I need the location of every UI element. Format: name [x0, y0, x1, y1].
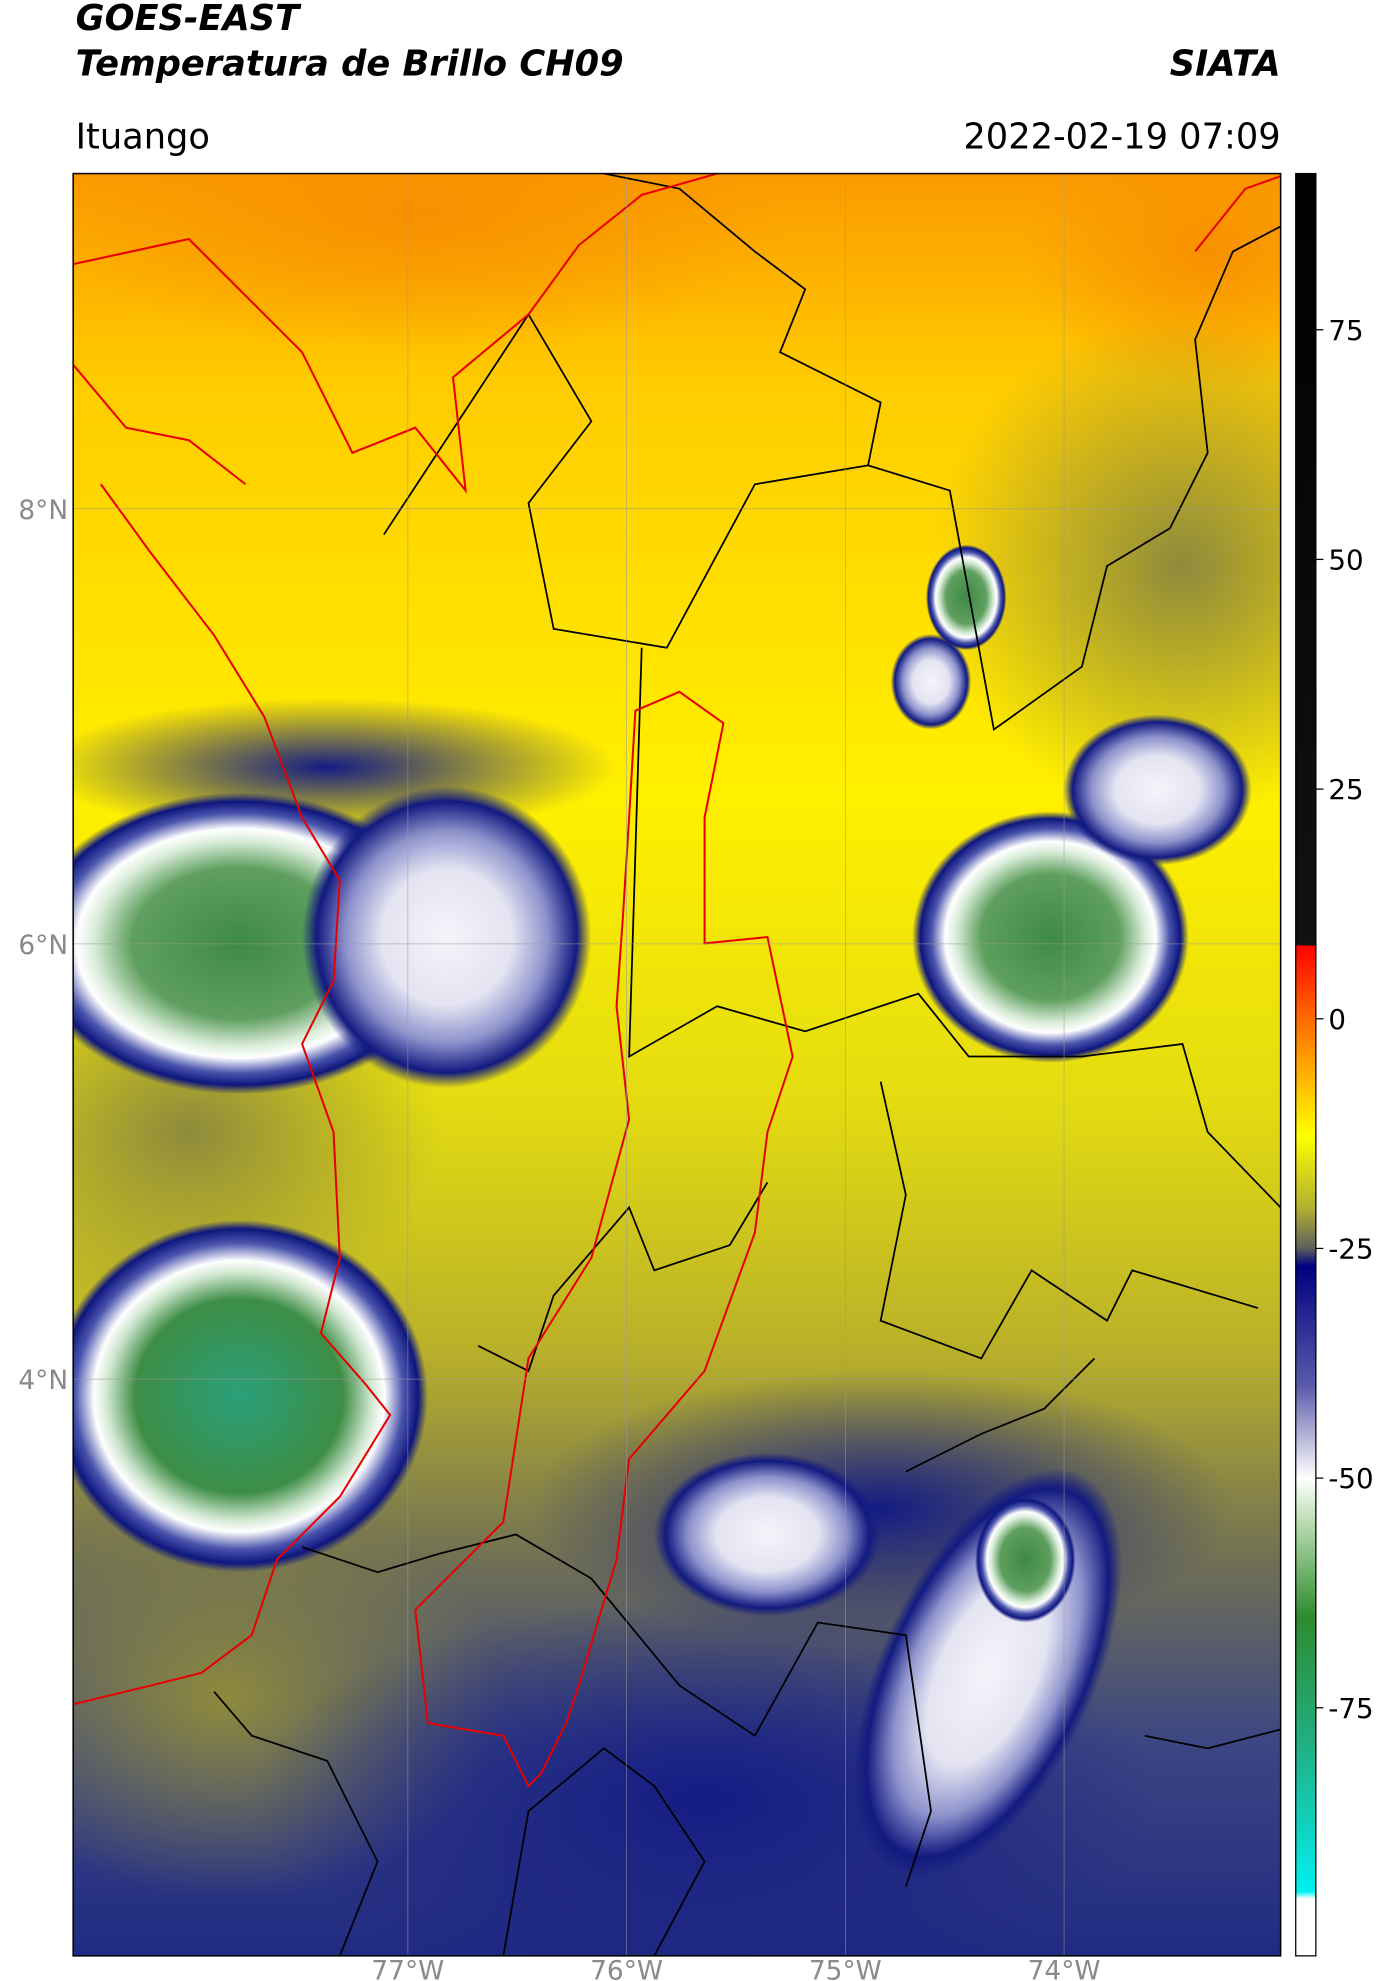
y-tick-label: 6°N — [18, 930, 68, 961]
colorbar-tick-label: -25 — [1328, 1233, 1373, 1266]
datetime-label: 2022-02-19 07:09 — [963, 116, 1280, 157]
colorbar-tick-label: 25 — [1328, 773, 1363, 806]
grid — [73, 173, 1281, 1956]
colorbar — [1295, 172, 1317, 1957]
colorbar-tick-label: 50 — [1328, 543, 1363, 576]
source-label: SIATA — [1170, 43, 1281, 84]
satellite-title: GOES-EAST — [76, 0, 302, 39]
x-tick-label: 77°W — [371, 1956, 444, 1981]
y-tick-label: 4°N — [18, 1365, 68, 1396]
x-tick-label: 76°W — [590, 1956, 663, 1981]
satellite-image — [73, 173, 1281, 1956]
region-label: Ituango — [76, 116, 210, 157]
colorbar-tick-label: -50 — [1328, 1462, 1373, 1495]
x-tick-label: 74°W — [1028, 1956, 1101, 1981]
product-title: Temperatura de Brillo CH09 — [76, 43, 624, 84]
colorbar-tick-label: -75 — [1328, 1692, 1373, 1725]
colorbar-tick-label: 75 — [1328, 314, 1363, 347]
x-tick-label: 75°W — [809, 1956, 882, 1981]
colorbar-tick-label: 0 — [1328, 1003, 1346, 1036]
map-frame — [72, 172, 1282, 1957]
y-tick-label: 8°N — [18, 495, 68, 526]
